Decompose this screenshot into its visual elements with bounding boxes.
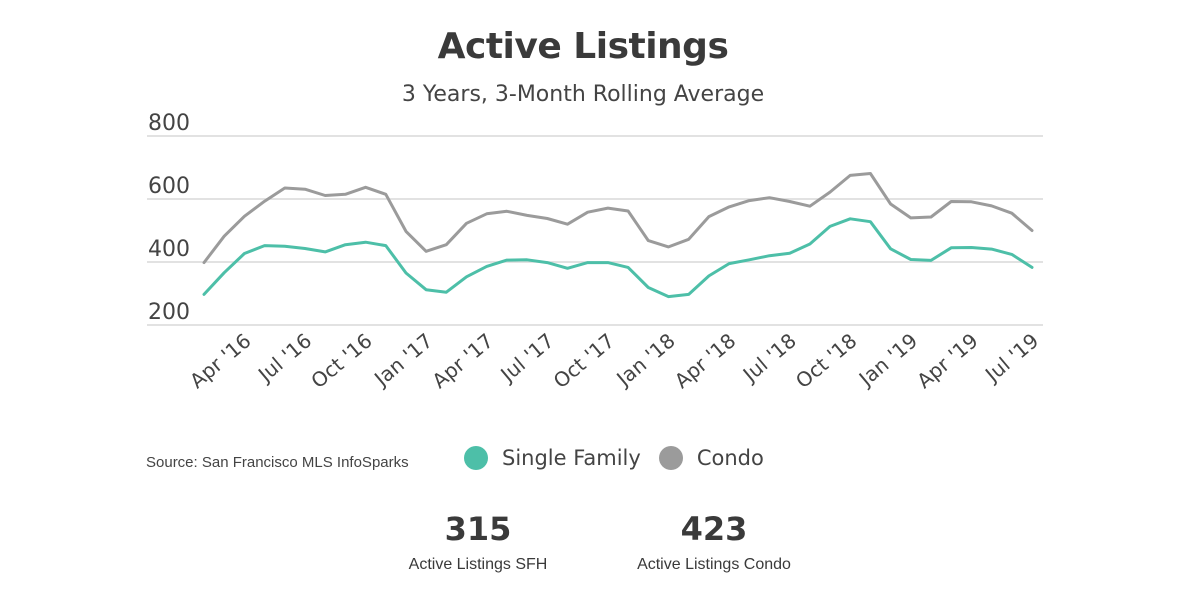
legend-swatch-single-family [464, 446, 488, 470]
x-tick-label: Jul '16 [252, 328, 316, 387]
legend-label-condo: Condo [696, 446, 764, 470]
legend-item-single-family: Single Family [464, 446, 641, 470]
y-tick-label: 400 [148, 237, 190, 262]
stat-condo-label: Active Listings Condo [637, 556, 791, 573]
stat-sfh-label: Active Listings SFH [408, 556, 548, 573]
x-tick-label: Oct '17 [549, 328, 619, 393]
legend-item-condo: Condo [658, 446, 764, 470]
stat-condo: 423 Active Listings Condo [624, 510, 804, 574]
stat-sfh-value: 315 [444, 510, 512, 548]
x-tick-label: Jan '19 [853, 328, 922, 391]
y-tick-label: 200 [148, 300, 190, 325]
x-tick-label: Jul '19 [979, 328, 1043, 387]
x-tick-label: Apr '18 [670, 328, 741, 393]
stat-condo-value: 423 [680, 510, 748, 548]
legend-swatch-condo [658, 446, 683, 470]
x-tick-label: Jan '18 [611, 328, 680, 391]
chart-subtitle: 3 Years, 3-Month Rolling Average [401, 82, 765, 107]
x-tick-label: Jul '17 [495, 328, 559, 387]
y-tick-label: 800 [148, 111, 190, 136]
series-line-single-family [202, 217, 1034, 299]
x-tick-label: Oct '18 [791, 328, 861, 393]
x-tick-label: Jul '18 [737, 328, 801, 387]
series-line-condo [202, 172, 1034, 265]
source-note: Source: San Francisco MLS InfoSparks [146, 454, 409, 471]
x-tick-label: Apr '17 [427, 328, 498, 393]
stat-sfh: 315 Active Listings SFH [398, 510, 558, 574]
y-tick-label: 600 [148, 174, 190, 199]
x-tick-label: Apr '19 [912, 328, 983, 393]
x-tick-label: Jan '17 [368, 328, 437, 391]
chart-legend: Single Family Condo [464, 446, 782, 470]
legend-label-single-family: Single Family [502, 446, 641, 470]
x-tick-label: Apr '16 [185, 328, 256, 393]
chart-title: Active Listings [437, 26, 729, 67]
x-tick-label: Oct '16 [306, 328, 376, 393]
